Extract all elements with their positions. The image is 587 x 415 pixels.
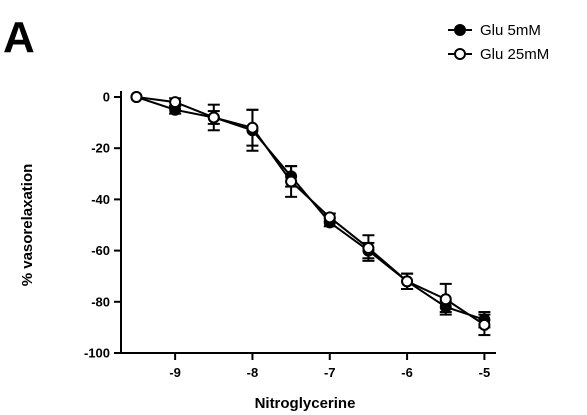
- data-point: [362, 242, 375, 255]
- markers-glu-5mm: [130, 91, 491, 326]
- series-glu-5mm: [136, 96, 491, 329]
- data-point: [478, 318, 491, 331]
- series-layer: [130, 91, 491, 337]
- data-point: [323, 211, 336, 224]
- x-tick-label: -6: [401, 365, 413, 380]
- legend-label: Glu 25mM: [480, 46, 549, 63]
- series-line: [136, 96, 485, 321]
- legend-item: Glu 25mM: [448, 46, 549, 63]
- series-line: [136, 96, 485, 326]
- data-point: [439, 293, 452, 306]
- markers-glu-25mm: [130, 91, 491, 331]
- series-glu-25mm: [136, 96, 491, 337]
- data-point: [207, 111, 220, 124]
- data-point: [246, 121, 259, 134]
- x-tick-label: -7: [324, 365, 336, 380]
- y-tick-label: -100: [84, 346, 110, 361]
- y-axis-ticks: 0 -20 -40 -60 -80 -100: [84, 90, 121, 361]
- data-point: [169, 96, 182, 109]
- panel-letter: A: [3, 13, 35, 62]
- y-tick-label: -40: [91, 192, 110, 207]
- legend-label: Glu 5mM: [480, 22, 541, 39]
- y-tick-label: -60: [91, 243, 110, 258]
- x-tick-label: -8: [247, 365, 259, 380]
- data-point: [401, 275, 414, 288]
- x-tick-label: -9: [169, 365, 181, 380]
- legend-item: Glu 5mM: [448, 22, 541, 39]
- data-point: [285, 175, 298, 188]
- y-tick-label: -80: [91, 294, 110, 309]
- y-axis-label: % vasorelaxation: [19, 164, 36, 287]
- y-tick-label: -20: [91, 141, 110, 156]
- y-tick-label: 0: [103, 90, 110, 105]
- x-axis-ticks: -9 -8 -7 -6 -5: [169, 353, 490, 380]
- x-axis-label: Nitroglycerine: [255, 395, 356, 412]
- legend: Glu 5mM Glu 25mM: [448, 22, 549, 63]
- data-point: [130, 91, 143, 103]
- x-tick-label: -5: [479, 365, 491, 380]
- legend-marker: [454, 24, 466, 36]
- legend-marker: [454, 48, 466, 60]
- axes: [120, 91, 496, 354]
